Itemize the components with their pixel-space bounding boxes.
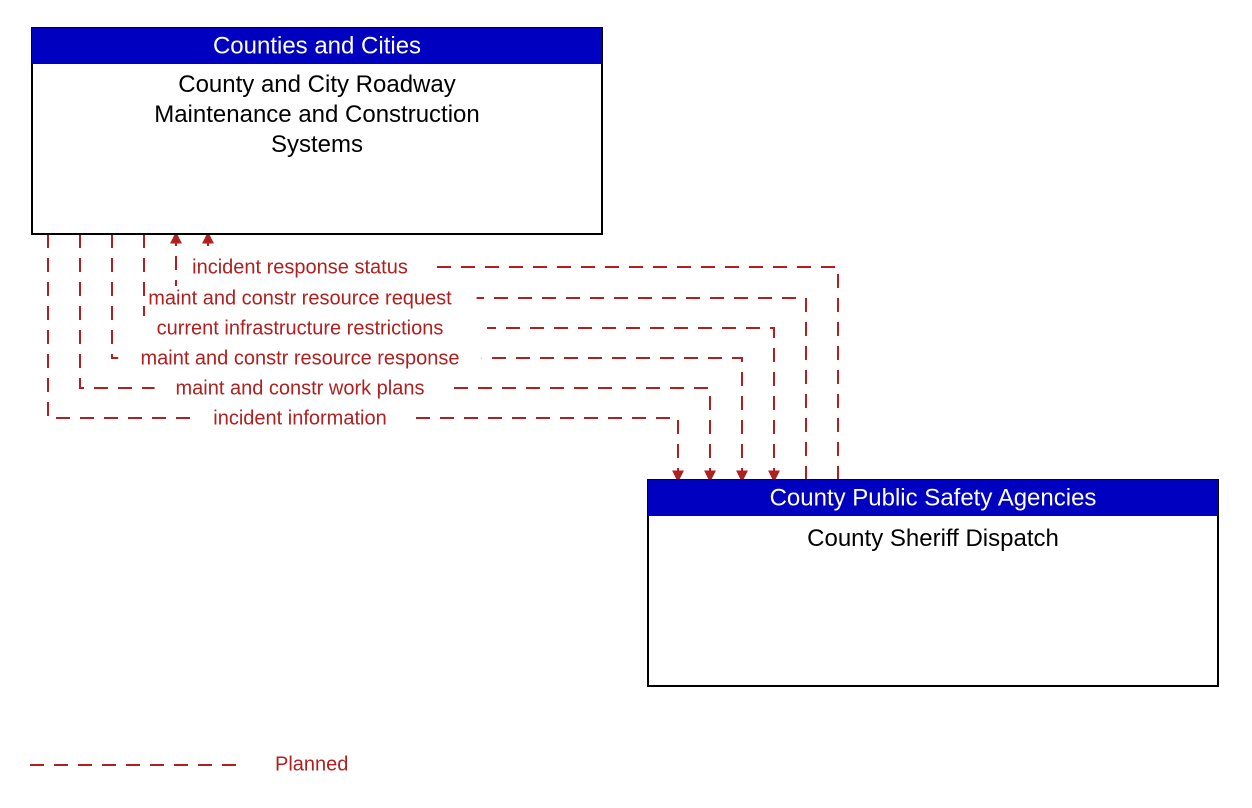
legend-label-planned: Planned xyxy=(275,753,348,775)
flow-label: maint and constr resource response xyxy=(140,347,459,369)
entity-bottom: County Public Safety Agencies County She… xyxy=(648,480,1218,686)
flow-label: incident response status xyxy=(192,256,408,278)
entity-bottom-title: County Sheriff Dispatch xyxy=(807,525,1059,552)
flow-label: maint and constr work plans xyxy=(175,377,424,399)
flow-label: incident information xyxy=(213,407,386,429)
flow-label: current infrastructure restrictions xyxy=(157,317,444,339)
flows: incident response status maint and constr… xyxy=(48,234,838,480)
entity-top-header: Counties and Cities xyxy=(213,32,421,59)
flow-label: maint and constr resource request xyxy=(148,287,452,309)
entity-bottom-header: County Public Safety Agencies xyxy=(770,484,1097,511)
legend: Planned xyxy=(30,753,348,775)
architecture-flow-diagram: incident response status maint and constr… xyxy=(0,0,1252,808)
entity-top: Counties and Cities County and City Road… xyxy=(32,28,602,234)
